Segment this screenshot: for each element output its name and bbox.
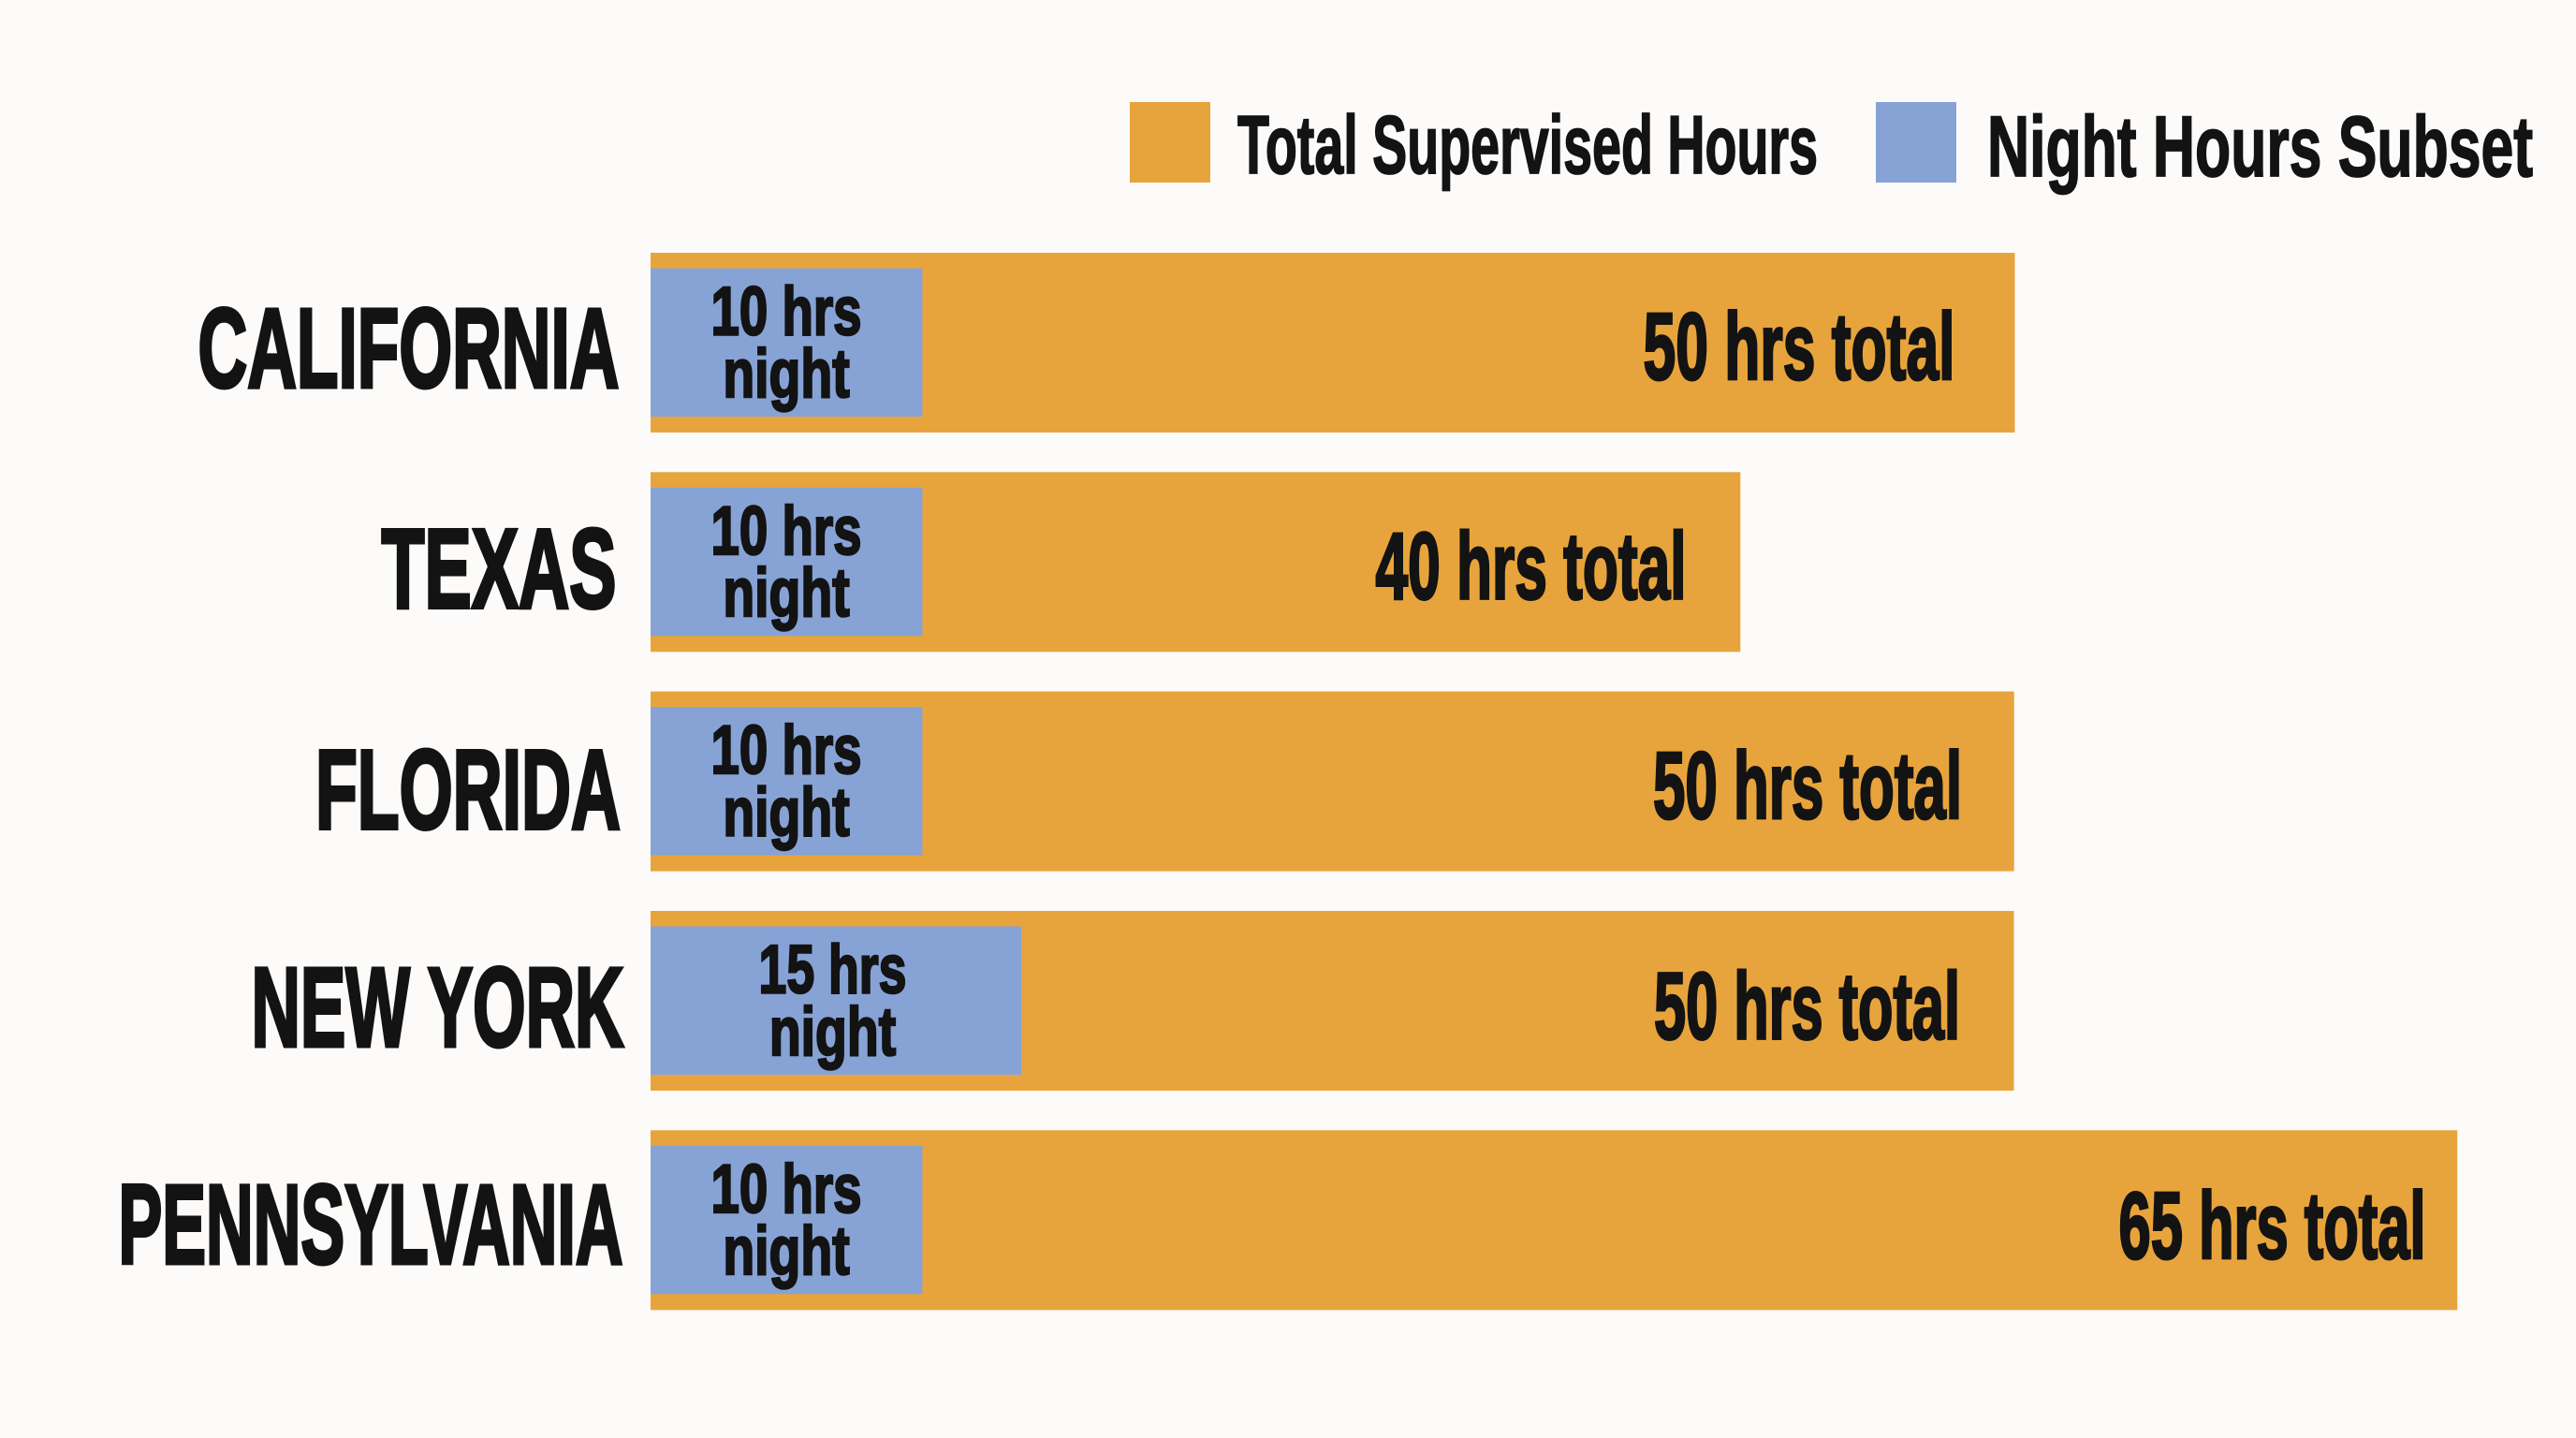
svg-text:TEXAS: TEXAS [382, 505, 617, 632]
svg-text:50 hrs total: 50 hrs total [1653, 732, 1962, 839]
svg-text:night: night [723, 1211, 849, 1289]
svg-text:night: night [723, 334, 849, 412]
svg-text:night: night [723, 553, 849, 631]
svg-text:night: night [723, 773, 849, 851]
svg-text:10 hrs: 10 hrs [711, 272, 862, 350]
svg-text:FLORIDA: FLORIDA [315, 726, 621, 853]
svg-text:50 hrs total: 50 hrs total [1644, 293, 1955, 400]
svg-text:CALIFORNIA: CALIFORNIA [198, 284, 620, 411]
svg-text:Total Supervised Hours: Total Supervised Hours [1237, 98, 1818, 191]
svg-text:PENNSYLVANIA: PENNSYLVANIA [119, 1161, 623, 1288]
svg-text:Night Hours Subset: Night Hours Subset [1987, 99, 2533, 195]
svg-text:10 hrs: 10 hrs [711, 492, 862, 569]
svg-text:10 hrs: 10 hrs [711, 1150, 862, 1227]
svg-text:40 hrs total: 40 hrs total [1376, 513, 1687, 620]
svg-text:night: night [769, 992, 896, 1070]
svg-text:10 hrs: 10 hrs [711, 711, 862, 788]
svg-text:65 hrs total: 65 hrs total [2119, 1172, 2426, 1279]
svg-text:NEW YORK: NEW YORK [252, 943, 624, 1070]
svg-text:15 hrs: 15 hrs [759, 931, 907, 1008]
svg-text:50 hrs total: 50 hrs total [1654, 953, 1960, 1060]
